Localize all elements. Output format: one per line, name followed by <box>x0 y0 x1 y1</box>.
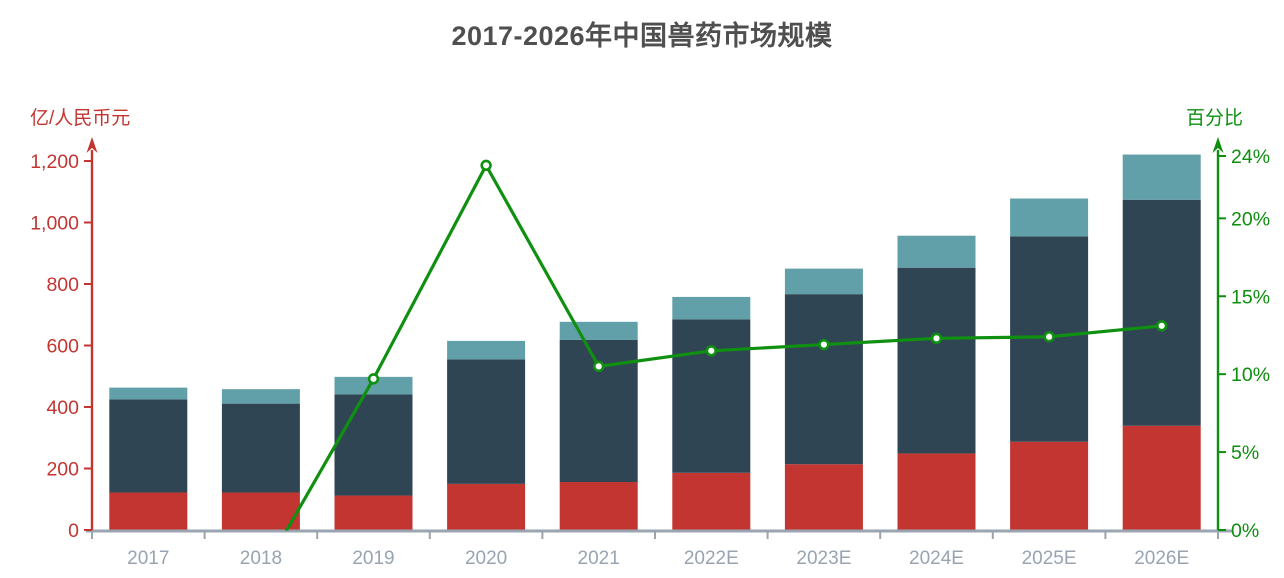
bar-segment-2019-top-segment[interactable] <box>334 376 413 395</box>
bar-segment-2026E-bottom-segment[interactable] <box>1122 425 1201 530</box>
left-axis-tick-label: 0 <box>68 520 79 542</box>
growth-point-2026E[interactable] <box>1155 320 1168 332</box>
bar-segment-2021-top-segment[interactable] <box>559 321 638 340</box>
bar-segment-2019-bottom-segment[interactable] <box>334 495 413 530</box>
x-axis-label-2024E: 2024E <box>909 548 964 569</box>
right-axis-tick-label: 5% <box>1231 442 1259 464</box>
x-axis-label-2023E: 2023E <box>796 548 851 569</box>
bar-segment-2017-middle-segment[interactable] <box>109 399 188 493</box>
growth-point-2024E[interactable] <box>930 332 943 345</box>
bar-segment-2018-top-segment[interactable] <box>221 389 300 404</box>
left-axis-tick-label: 800 <box>46 274 79 296</box>
growth-point-2022E[interactable] <box>705 345 717 357</box>
bar-segment-2020-middle-segment[interactable] <box>447 359 526 484</box>
bar-segment-2017-bottom-segment[interactable] <box>109 492 188 530</box>
right-axis-tick-label: 15% <box>1231 286 1270 308</box>
left-axis-tick-label: 1,200 <box>30 151 79 173</box>
left-axis-tick-label: 400 <box>46 397 79 419</box>
x-axis-label-2018: 2018 <box>240 548 282 569</box>
bar-segment-2023E-top-segment[interactable] <box>784 268 863 295</box>
left-axis-tick-label: 1,000 <box>30 213 79 235</box>
right-axis-name: 百分比 <box>1185 108 1243 129</box>
bar-segment-2026E-top-segment[interactable] <box>1122 154 1201 200</box>
bar-segment-2026E-middle-segment[interactable] <box>1122 199 1201 426</box>
bar-segment-2022E-bottom-segment[interactable] <box>672 472 751 530</box>
right-axis-arrow <box>1212 137 1224 153</box>
bar-segment-2020-top-segment[interactable] <box>447 340 526 360</box>
right-axis-tick-label: 20% <box>1231 208 1270 230</box>
bar-segment-2023E-middle-segment[interactable] <box>784 294 863 465</box>
right-axis-tick-label: 10% <box>1231 364 1270 386</box>
bar-segment-2022E-top-segment[interactable] <box>672 296 751 320</box>
right-axis-tick-label: 24% <box>1231 146 1270 168</box>
bar-segment-2017-top-segment[interactable] <box>109 387 188 400</box>
right-axis-tick-label: 0% <box>1231 520 1259 542</box>
left-axis-name: 亿/人民币元 <box>30 108 131 129</box>
x-axis-label-2021: 2021 <box>578 548 620 569</box>
chart-title: 2017-2026年中国兽药市场规模 <box>451 21 833 51</box>
growth-point-2023E[interactable] <box>818 338 830 351</box>
x-axis-label-2026E: 2026E <box>1134 548 1189 569</box>
left-axis-tick-label: 200 <box>46 459 79 481</box>
bar-segment-2024E-bottom-segment[interactable] <box>897 453 976 530</box>
bar-segment-2025E-bottom-segment[interactable] <box>1010 441 1089 530</box>
left-axis-arrow <box>86 137 98 153</box>
left-axis-tick-label: 600 <box>46 336 79 358</box>
bar-segment-2020-bottom-segment[interactable] <box>447 483 526 530</box>
x-axis-label-2022E: 2022E <box>684 548 739 569</box>
growth-point-2021[interactable] <box>592 360 605 373</box>
growth-point-2020[interactable] <box>480 159 492 172</box>
x-axis-label-2020: 2020 <box>465 548 507 569</box>
x-axis-line <box>86 529 1232 533</box>
bar-segment-2023E-bottom-segment[interactable] <box>784 464 863 530</box>
bar-segment-2021-bottom-segment[interactable] <box>559 482 638 530</box>
bar-segment-2019-middle-segment[interactable] <box>334 394 413 496</box>
bar-segment-2018-middle-segment[interactable] <box>221 403 300 493</box>
bar-segment-2025E-top-segment[interactable] <box>1010 198 1089 237</box>
growth-point-2019[interactable] <box>367 373 380 385</box>
bar-segment-2018-bottom-segment[interactable] <box>221 492 300 530</box>
x-axis-label-2019: 2019 <box>352 548 394 569</box>
bar-segment-2022E-middle-segment[interactable] <box>672 319 751 473</box>
bar-segment-2024E-middle-segment[interactable] <box>897 267 976 454</box>
bar-segment-2024E-top-segment[interactable] <box>897 235 976 268</box>
x-axis-label-2017: 2017 <box>127 548 169 569</box>
x-axis-label-2025E: 2025E <box>1022 548 1077 569</box>
growth-point-2025E[interactable] <box>1043 331 1055 343</box>
